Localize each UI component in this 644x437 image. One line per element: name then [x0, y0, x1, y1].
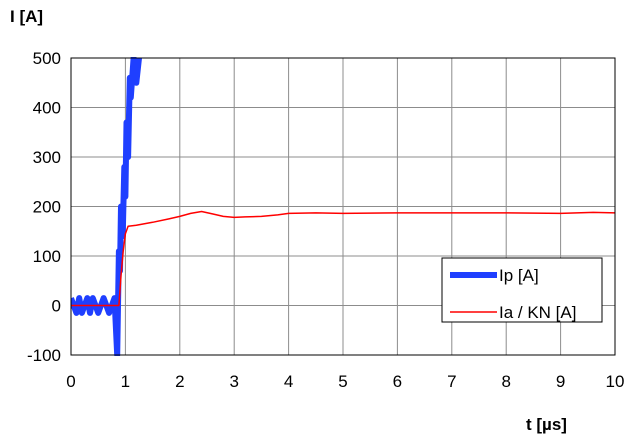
x-tick-label: 4 — [284, 372, 293, 391]
series-layer — [71, 57, 615, 356]
y-tick-labels: 500 400 300 200 100 0 -100 — [27, 49, 61, 365]
series-line-1 — [71, 210, 615, 307]
x-tick-label: 10 — [606, 372, 625, 391]
legend: Ip [A] Ia / KN [A] — [441, 257, 603, 323]
x-tick-label: 6 — [393, 372, 402, 391]
series-line-0 — [71, 57, 142, 356]
x-tick-labels: 0 1 2 3 4 5 6 7 8 9 10 — [66, 372, 624, 391]
y-tick-label: 300 — [33, 148, 61, 167]
y-tick-label: 500 — [33, 49, 61, 68]
x-tick-label: 8 — [501, 372, 510, 391]
y-tick-label: 400 — [33, 99, 61, 118]
x-tick-label: 1 — [121, 372, 130, 391]
y-tick-label: -100 — [27, 346, 61, 365]
legend-label-ip: Ip [A] — [499, 266, 539, 285]
plot-border — [70, 57, 616, 356]
x-tick-label: 3 — [229, 372, 238, 391]
x-tick-label: 7 — [447, 372, 456, 391]
grid — [71, 58, 615, 355]
x-tick-label: 2 — [175, 372, 184, 391]
y-tick-label: 100 — [33, 247, 61, 266]
y-tick-label: 200 — [33, 198, 61, 217]
y-axis-title: I [A] — [10, 7, 43, 26]
x-tick-label: 5 — [338, 372, 347, 391]
x-axis-title: t [µs] — [526, 415, 567, 434]
legend-label-ia: Ia / KN [A] — [499, 303, 576, 322]
x-tick-label: 9 — [556, 372, 565, 391]
y-tick-label: 0 — [52, 297, 61, 316]
x-tick-label: 0 — [66, 372, 75, 391]
